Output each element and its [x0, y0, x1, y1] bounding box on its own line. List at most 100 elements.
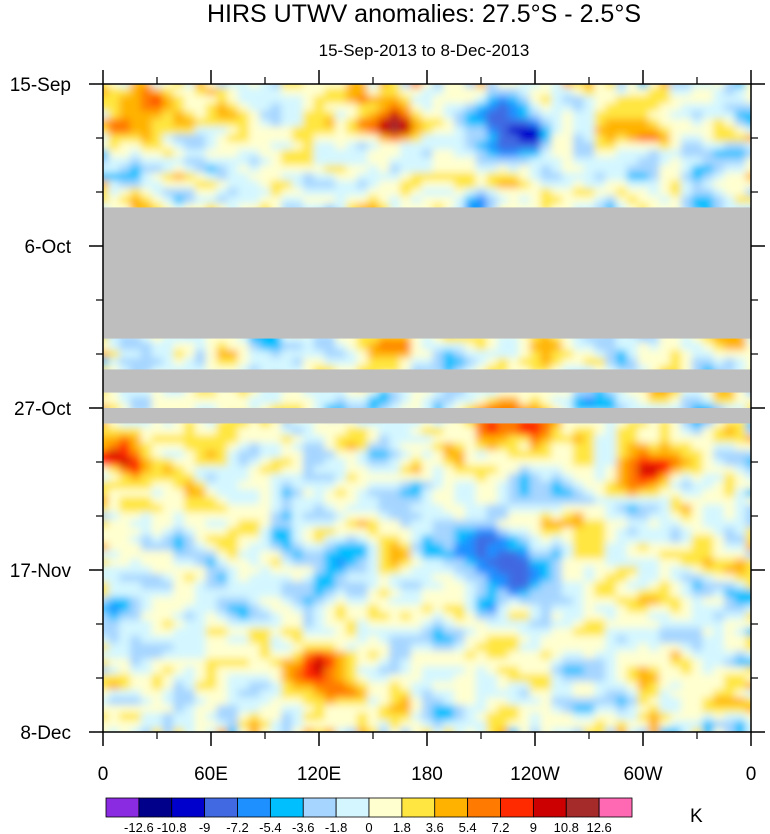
field-cell [454, 566, 466, 575]
field-cell [378, 658, 391, 668]
field-cell [259, 481, 272, 490]
field-cell [313, 643, 326, 652]
field-cell [551, 620, 563, 629]
field-cell [454, 519, 466, 529]
field-cell [259, 512, 272, 521]
field-cell [713, 342, 725, 352]
field-cell [626, 496, 639, 506]
field-cell [626, 126, 639, 136]
field-cell [259, 435, 272, 444]
field-cell [605, 165, 617, 174]
field-cell [389, 689, 401, 699]
field-cell [583, 697, 596, 706]
field-cell [313, 597, 326, 606]
field-cell [313, 512, 326, 521]
field-cell [454, 427, 466, 436]
field-cell [367, 435, 380, 444]
field-cell [432, 427, 445, 436]
field-cell [454, 95, 466, 105]
field-cell [745, 612, 751, 622]
field-cell [497, 195, 509, 205]
field-cell [238, 172, 250, 182]
field-cell [454, 180, 466, 190]
field-cell [616, 681, 628, 691]
field-cell [691, 573, 704, 583]
field-cell [454, 512, 466, 521]
field-cell [594, 651, 607, 660]
field-cell [270, 435, 283, 444]
field-cell [583, 188, 596, 197]
field-cell [497, 543, 509, 552]
field-cell [335, 357, 347, 367]
field-cell [518, 388, 531, 398]
field-cell [540, 504, 553, 514]
field-cell [594, 635, 607, 645]
field-cell [205, 658, 218, 668]
field-cell [108, 84, 121, 89]
field-cell [194, 118, 207, 128]
field-cell [691, 612, 704, 622]
field-cell [421, 558, 434, 568]
field-cell [734, 118, 747, 128]
field-cell [464, 334, 477, 344]
field-cell [227, 658, 239, 668]
field-cell [130, 589, 142, 598]
field-cell [680, 543, 693, 552]
field-cell [691, 473, 704, 483]
field-cell [356, 651, 369, 660]
field-cell [616, 149, 628, 159]
field-cell [691, 658, 704, 668]
field-cell [130, 674, 142, 683]
field-cell [400, 149, 412, 159]
field-cell [184, 396, 196, 406]
field-cell [680, 697, 693, 706]
field-cell [281, 465, 293, 475]
field-cell [216, 427, 229, 436]
field-cell [216, 149, 229, 159]
field-cell [659, 165, 671, 174]
field-cell [670, 543, 682, 552]
field-cell [454, 627, 466, 637]
field-cell [648, 357, 661, 367]
field-cell [140, 357, 153, 367]
field-cell [616, 543, 628, 552]
field-cell [130, 111, 142, 120]
field-cell [583, 489, 596, 498]
field-cell [713, 141, 725, 151]
field-cell [745, 87, 751, 97]
field-cell [173, 172, 185, 182]
field-cell [151, 512, 164, 521]
field-cell [410, 604, 423, 614]
field-cell [508, 388, 520, 398]
field-cell [454, 141, 466, 151]
field-cell [356, 419, 369, 429]
field-cell [184, 450, 196, 460]
field-cell [475, 550, 488, 560]
field-cell [151, 535, 164, 544]
field-cell [400, 566, 412, 575]
field-cell [130, 427, 142, 436]
field-cell [508, 519, 520, 529]
field-cell [648, 674, 661, 683]
field-cell [270, 442, 283, 452]
field-cell [184, 651, 196, 660]
field-cell [626, 527, 639, 537]
field-cell [389, 435, 401, 444]
field-cell [626, 350, 639, 359]
field-cell [443, 396, 455, 406]
field-cell [335, 519, 347, 529]
field-cell [691, 627, 704, 637]
field-cell [400, 95, 412, 105]
field-cell [335, 103, 347, 112]
field-cell [259, 620, 272, 629]
field-cell [475, 427, 488, 436]
field-cell [486, 527, 499, 537]
field-cell [346, 535, 358, 544]
field-cell [659, 87, 671, 97]
field-cell [572, 512, 585, 521]
field-cell [670, 465, 682, 475]
field-cell [335, 450, 347, 460]
field-cell [691, 550, 704, 560]
field-cell [508, 543, 520, 552]
field-cell [464, 581, 477, 591]
